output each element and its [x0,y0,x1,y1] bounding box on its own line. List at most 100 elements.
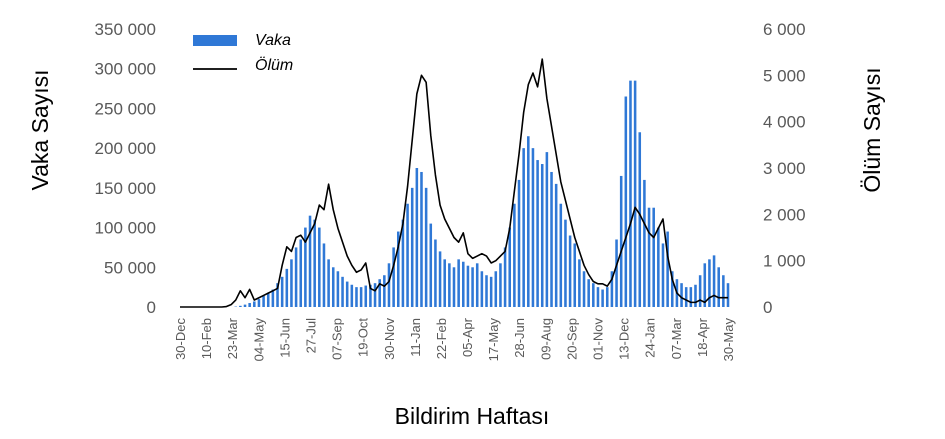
y-tick-label: 50 000 [104,258,156,277]
case-bar [438,251,442,307]
case-bar [619,175,623,307]
case-bar [424,187,428,307]
x-tick-label: 10-Feb [199,318,214,359]
x-axis-ticks: 30-Dec 10-Feb 23-Mar 04-May 15-Jun 27-Jul 07-S… [173,317,736,361]
case-bar [448,263,451,307]
x-tick-label: 04-May [251,318,266,362]
y2-tick-label: 2 000 [763,205,806,224]
case-bar [513,203,516,307]
case-bar [355,287,358,307]
case-bar [657,227,660,307]
case-bar [406,203,409,307]
case-bar [345,281,349,307]
case-bar [545,152,549,307]
case-bar [257,299,261,307]
case-bar [661,243,665,307]
case-bar [489,276,493,307]
case-bar [531,148,535,307]
case-bar [485,275,488,307]
case-bar [359,287,363,307]
case-bar [457,259,460,307]
case-bar [666,231,669,307]
case-bar [680,283,683,307]
case-bar [420,171,423,307]
x-tick-label: 30-May [721,318,736,362]
case-bar [373,283,377,307]
case-bar [643,179,646,307]
case-bar [383,275,386,307]
y2-tick-label: 6 000 [763,20,806,39]
death-line [180,58,728,308]
case-bar [243,304,247,307]
x-tick-label: 13-Dec [617,318,632,360]
x-tick-label: 23-Mar [225,317,240,359]
y2-axis-title: Ölüm Sayısı [859,67,885,192]
x-tick-label: 18-Apr [695,317,710,357]
case-bar [722,275,725,307]
y-tick-label: 300 000 [95,60,156,79]
case-bar [452,267,456,307]
case-bar [610,271,614,307]
case-bar [605,287,609,307]
left-axis-ticks: 0 50 000 100 000 150 000 200 000 250 000 300 0… [95,20,156,317]
case-bar [564,219,567,307]
case-bar [248,303,251,307]
case-bar [318,227,321,307]
case-bar [592,283,595,307]
case-bar [415,168,419,307]
case-bar [434,239,437,307]
case-bar [717,267,720,307]
case-bar [624,96,628,307]
y2-tick-label: 5 000 [763,66,806,85]
y-tick-label: 150 000 [95,179,156,198]
case-bar [443,259,446,307]
case-bar [341,276,344,307]
case-bar [536,160,539,307]
case-bar [694,284,697,307]
case-bar [266,292,270,307]
case-bar [596,287,600,307]
x-tick-label: 24-Jan [643,318,658,358]
case-bar [568,235,572,307]
y-tick-label: 100 000 [95,219,156,238]
case-bar [475,263,479,307]
case-bar [587,279,590,307]
case-bars [234,80,730,307]
y2-tick-label: 4 000 [763,113,806,132]
case-bar [378,279,381,307]
case-bar [503,247,507,307]
case-bar [313,219,316,307]
case-bar [322,243,326,307]
case-bar [550,171,553,307]
y-tick-label: 350 000 [95,20,156,39]
case-bar [462,261,465,307]
case-bar [410,187,414,307]
case-bar [308,215,312,307]
case-bar [280,276,284,307]
case-bar [471,267,474,307]
x-tick-label: 30-Dec [173,318,188,360]
x-tick-label: 22-Feb [434,318,449,359]
case-bar [633,80,637,307]
x-tick-label: 07-Sep [330,318,345,360]
case-bar [647,207,651,307]
case-bar [638,132,642,307]
case-bar [540,164,544,307]
case-bar [262,295,265,307]
y2-tick-label: 3 000 [763,159,806,178]
y-tick-label: 200 000 [95,139,156,158]
x-tick-label: 27-Jul [303,318,318,354]
legend-label-deaths: Ölüm [255,56,293,74]
case-bar [387,263,391,307]
case-bar [689,287,693,307]
right-axis-ticks: 0 1 000 2 000 3 000 4 000 5 000 6 000 [763,20,806,317]
case-bar [726,283,730,307]
y-tick-label: 250 000 [95,99,156,118]
x-tick-label: 28-Jun [512,318,527,358]
case-bar [522,148,525,307]
x-tick-label: 11-Jan [408,318,423,357]
case-bar [652,207,655,307]
case-bar [601,289,604,307]
case-bar [331,267,335,307]
case-bar [429,223,433,307]
